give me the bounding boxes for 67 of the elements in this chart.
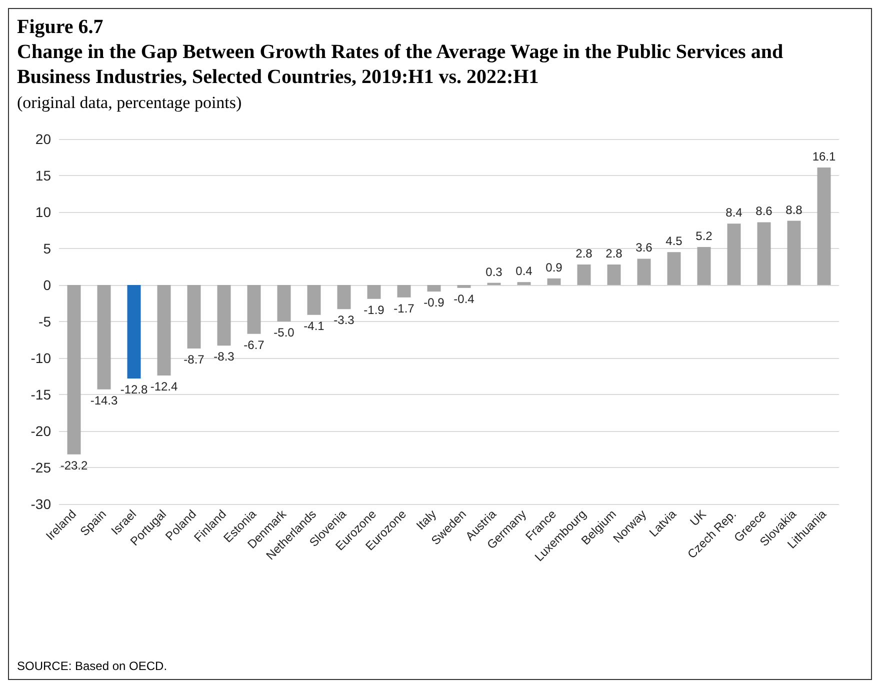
bar bbox=[127, 285, 141, 378]
bar bbox=[187, 285, 201, 349]
data-label: 2.8 bbox=[576, 246, 593, 261]
x-tick-label: UK bbox=[687, 507, 709, 529]
data-label: -0.4 bbox=[454, 292, 475, 306]
bar bbox=[247, 285, 261, 334]
y-tick-label: -10 bbox=[30, 350, 52, 366]
bar bbox=[607, 264, 621, 285]
chart-subtitle: Change in the Gap Between Growth Rates of the Average Wage in the Public Services and Business Industries, Selected Countries, 2019:H1 vs. 2022:H1 bbox=[17, 40, 784, 90]
y-tick-label: 0 bbox=[43, 277, 52, 293]
data-label: -14.3 bbox=[90, 393, 118, 408]
data-label: 16.1 bbox=[812, 149, 836, 164]
data-label: -3.3 bbox=[334, 313, 355, 328]
y-tick-label: -5 bbox=[38, 314, 52, 330]
bar bbox=[667, 252, 681, 285]
data-label: -8.7 bbox=[184, 352, 205, 367]
bar bbox=[427, 285, 441, 292]
data-label: -1.7 bbox=[394, 301, 415, 316]
source-note: SOURCE: Based on OECD. bbox=[17, 659, 168, 673]
bar bbox=[547, 278, 561, 285]
y-tick-label: -25 bbox=[30, 460, 52, 476]
bar bbox=[397, 285, 411, 298]
y-tick-label: -20 bbox=[30, 423, 52, 439]
y-tick-label: 20 bbox=[35, 131, 52, 147]
data-label: -23.2 bbox=[60, 458, 88, 472]
bar bbox=[337, 285, 351, 310]
data-label: -4.1 bbox=[304, 318, 325, 333]
data-label: 8.4 bbox=[726, 206, 743, 220]
bar bbox=[367, 285, 381, 299]
bar bbox=[67, 285, 81, 454]
data-label: 4.5 bbox=[666, 234, 683, 248]
data-label: -8.3 bbox=[214, 350, 235, 364]
bar bbox=[697, 247, 711, 285]
bar bbox=[517, 282, 531, 285]
bar bbox=[757, 222, 771, 285]
data-label: 8.8 bbox=[786, 202, 803, 217]
text: (original data, percentage points) bbox=[17, 92, 243, 114]
data-label: 0.9 bbox=[546, 260, 563, 274]
y-tick-label: 10 bbox=[35, 204, 52, 220]
bar bbox=[817, 167, 831, 285]
bar bbox=[277, 285, 291, 322]
y-tick-label: 15 bbox=[35, 168, 52, 184]
y-tick-label: -30 bbox=[30, 496, 52, 512]
bar bbox=[97, 285, 111, 390]
bar bbox=[307, 285, 321, 315]
data-label: 2.8 bbox=[606, 246, 623, 261]
data-label: -0.9 bbox=[424, 296, 445, 310]
data-label: 8.6 bbox=[756, 204, 773, 218]
data-label: 3.6 bbox=[636, 240, 653, 255]
data-label: 5.2 bbox=[696, 229, 713, 244]
bar bbox=[727, 224, 741, 285]
data-label: -5.0 bbox=[274, 326, 295, 340]
bar bbox=[787, 220, 801, 285]
data-label: -6.7 bbox=[244, 338, 265, 352]
bar bbox=[217, 285, 231, 346]
data-label: -12.4 bbox=[150, 380, 178, 394]
bar bbox=[157, 285, 171, 376]
bar bbox=[457, 285, 471, 288]
data-label: -12.8 bbox=[120, 382, 148, 396]
data-label: 0.3 bbox=[486, 264, 503, 279]
y-tick-label: 5 bbox=[43, 240, 52, 256]
data-label: 0.4 bbox=[516, 264, 533, 278]
y-tick-label: -15 bbox=[30, 386, 52, 402]
data-label: -1.9 bbox=[364, 302, 385, 317]
bar bbox=[577, 264, 591, 285]
chart-title: Figure 6.7 bbox=[17, 15, 104, 40]
bar bbox=[637, 258, 651, 285]
